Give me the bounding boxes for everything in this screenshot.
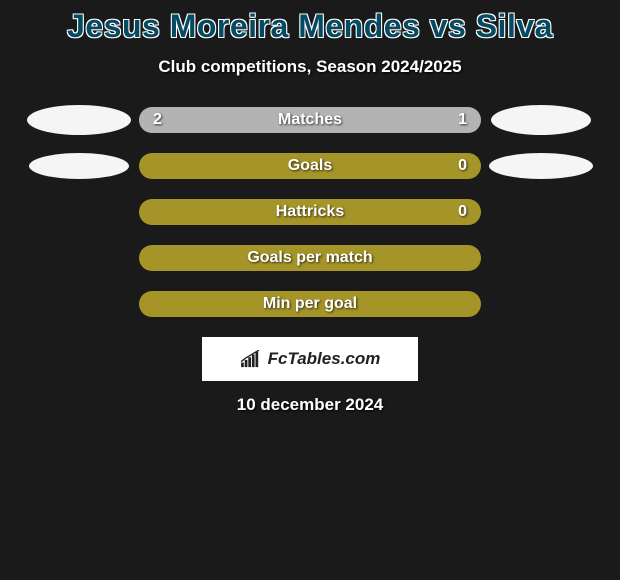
stat-label: Matches xyxy=(278,111,342,129)
left-avatar-col xyxy=(19,105,139,135)
stat-bar: Goals 0 xyxy=(139,153,481,179)
player-avatar-right xyxy=(489,153,593,179)
stat-label: Hattricks xyxy=(276,203,344,221)
bars-icon xyxy=(240,350,262,368)
stat-row: Hattricks 0 xyxy=(0,199,620,225)
stat-row: 2 Matches 1 xyxy=(0,107,620,133)
page-title: Jesus Moreira Mendes vs Silva xyxy=(0,8,620,45)
stat-row: Min per goal xyxy=(0,291,620,317)
stat-bar: Goals per match xyxy=(139,245,481,271)
right-avatar-col xyxy=(481,105,601,135)
stat-rows: 2 Matches 1 Goals 0 Hattricks 0 Goals per match… xyxy=(0,107,620,317)
stat-value-right: 1 xyxy=(458,111,467,129)
stat-value-left: 2 xyxy=(153,111,162,129)
stat-bar: 2 Matches 1 xyxy=(139,107,481,133)
logo-text: FcTables.com xyxy=(268,349,381,369)
date-label: 10 december 2024 xyxy=(0,395,620,415)
player-avatar-left xyxy=(27,105,131,135)
stat-bar: Min per goal xyxy=(139,291,481,317)
stat-row: Goals per match xyxy=(0,245,620,271)
subtitle: Club competitions, Season 2024/2025 xyxy=(0,57,620,77)
stat-value-right: 0 xyxy=(458,203,467,221)
logo-box: FcTables.com xyxy=(202,337,418,381)
player-avatar-left xyxy=(29,153,129,179)
right-avatar-col xyxy=(481,153,601,179)
stat-bar: Hattricks 0 xyxy=(139,199,481,225)
stat-label: Goals xyxy=(288,157,332,175)
player-avatar-right xyxy=(491,105,591,135)
stat-row: Goals 0 xyxy=(0,153,620,179)
comparison-infographic: Jesus Moreira Mendes vs Silva Club compe… xyxy=(0,0,620,415)
stat-label: Min per goal xyxy=(263,295,357,313)
stat-value-right: 0 xyxy=(458,157,467,175)
stat-label: Goals per match xyxy=(247,249,372,267)
left-avatar-col xyxy=(19,153,139,179)
